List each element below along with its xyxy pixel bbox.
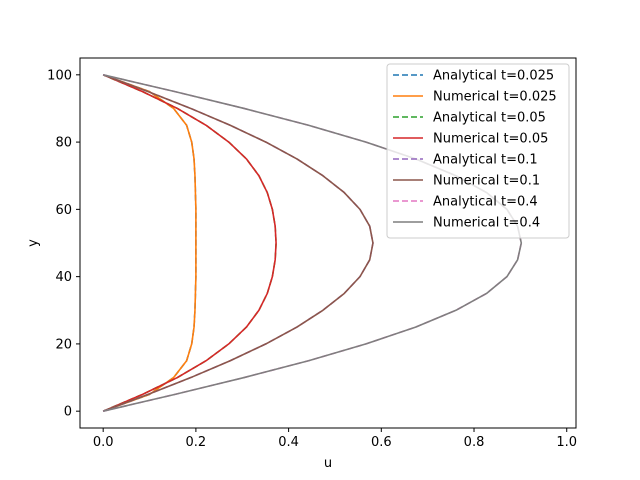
legend-label: Numerical t=0.025 [433, 90, 557, 105]
series-line-0 [102, 74, 197, 412]
x-tick-label: 1.0 [556, 435, 577, 450]
legend-label: Numerical t=0.1 [433, 174, 540, 189]
series-layer [102, 74, 523, 412]
series-line-1 [102, 74, 197, 412]
legend-label: Analytical t=0.05 [433, 111, 546, 126]
y-tick-label: 100 [47, 68, 72, 83]
x-tick-label: 0.6 [371, 435, 392, 450]
x-tick-label: 0.0 [93, 435, 114, 450]
series-line-3 [102, 74, 277, 412]
y-tick-label: 80 [55, 136, 72, 151]
y-tick-label: 20 [55, 337, 72, 352]
series-line-5 [102, 74, 374, 412]
legend-label: Analytical t=0.4 [433, 195, 538, 210]
legend-label: Numerical t=0.05 [433, 132, 548, 147]
series-line-7 [102, 74, 523, 412]
series-line-4 [102, 74, 374, 412]
x-tick-label: 0.8 [464, 435, 485, 450]
x-tick-label: 0.4 [278, 435, 299, 450]
legend-box [386, 63, 570, 239]
legend-label: Analytical t=0.1 [433, 153, 538, 168]
y-tick-label: 40 [55, 270, 72, 285]
x-axis-ticks: 0.0 0.2 0.4 0.6 0.8 1.0 [93, 428, 577, 450]
legend-label: Analytical t=0.025 [433, 69, 554, 84]
legend-label: Numerical t=0.4 [433, 216, 540, 231]
y-axis-ticks: 0 20 40 60 80 100 [47, 68, 80, 420]
series-line-2 [102, 74, 277, 412]
legend: Analytical t=0.025 Numerical t=0.025 Analy… [386, 63, 570, 239]
x-axis-label: u [324, 456, 332, 471]
x-tick-label: 0.2 [186, 435, 207, 450]
plot-frame [79, 57, 577, 429]
y-axis-label: y [26, 239, 41, 247]
y-tick-label: 60 [55, 203, 72, 218]
y-tick-label: 0 [64, 405, 72, 420]
